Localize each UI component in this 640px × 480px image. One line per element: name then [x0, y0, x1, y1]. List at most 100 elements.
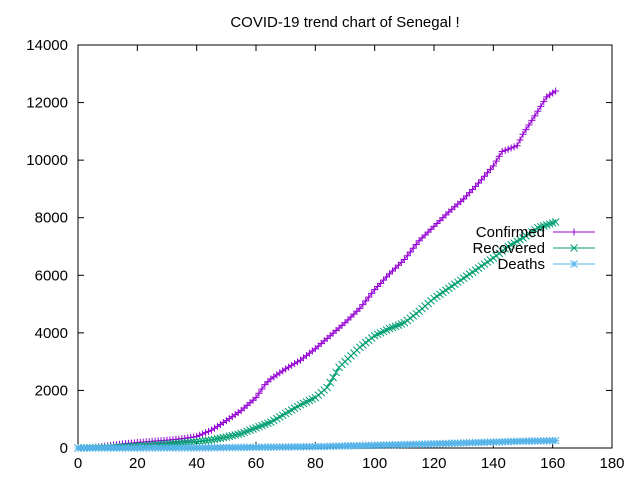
point-recovered: [542, 221, 551, 229]
point-confirmed: [501, 146, 509, 154]
point-recovered: [160, 440, 168, 449]
point-confirmed: [365, 293, 373, 301]
point-recovered: [539, 222, 548, 230]
point-recovered: [219, 433, 228, 442]
point-confirmed: [549, 89, 557, 97]
point-confirmed: [522, 126, 530, 134]
series-line-confirmed: [77, 90, 556, 449]
point-recovered: [231, 431, 240, 439]
point-confirmed: [412, 240, 420, 248]
y-tick-label: 0: [60, 440, 68, 457]
y-tick-label: 14000: [26, 37, 68, 54]
point-confirmed: [477, 176, 485, 184]
point-recovered: [332, 368, 340, 377]
point-confirmed: [350, 310, 358, 318]
point-confirmed: [463, 192, 471, 200]
point-confirmed: [516, 136, 524, 144]
plot-frame: 0 20 40 60 80 100 120 140 160 180 0 2000 4000 6000 800…: [26, 37, 624, 472]
series-deaths: [74, 436, 560, 452]
legend-label-recovered: Recovered: [472, 240, 545, 257]
point-confirmed: [359, 301, 367, 309]
point-confirmed: [531, 112, 539, 120]
point-recovered: [222, 433, 231, 441]
point-confirmed: [546, 91, 554, 99]
point-recovered: [225, 432, 234, 441]
point-confirmed: [540, 98, 548, 106]
point-confirmed: [219, 419, 227, 427]
point-recovered: [533, 223, 542, 232]
point-recovered: [213, 434, 222, 443]
point-confirmed: [489, 162, 497, 170]
point-confirmed: [534, 107, 542, 115]
point-recovered: [210, 435, 219, 444]
point-confirmed: [362, 297, 370, 305]
point-confirmed: [261, 381, 269, 389]
point-confirmed: [472, 182, 480, 190]
x-tick-label: 20: [129, 455, 146, 472]
point-confirmed: [513, 142, 521, 150]
chart-title: COVID-19 trend chart of Senegal !: [230, 14, 459, 31]
point-confirmed: [504, 145, 512, 153]
point-confirmed: [409, 244, 417, 252]
x-tick-label: 100: [362, 455, 387, 472]
point-confirmed: [341, 319, 349, 327]
point-confirmed: [291, 360, 299, 368]
x-tick-label: 120: [421, 455, 446, 472]
point-confirmed: [507, 144, 515, 152]
point-confirmed: [498, 148, 506, 156]
point-confirmed: [368, 289, 376, 297]
point-recovered: [323, 383, 332, 392]
y-tick-label: 10000: [26, 152, 68, 169]
legend-marker-deaths: [570, 260, 578, 268]
point-confirmed: [466, 189, 474, 197]
point-confirmed: [486, 165, 494, 173]
legend-label-confirmed: Confirmed: [476, 224, 545, 241]
y-tick-label: 2000: [35, 382, 68, 399]
point-confirmed: [294, 358, 302, 366]
point-recovered: [536, 222, 545, 231]
point-confirmed: [552, 87, 560, 95]
point-recovered: [545, 220, 554, 228]
point-confirmed: [406, 248, 414, 256]
point-confirmed: [394, 261, 402, 269]
point-confirmed: [415, 237, 423, 245]
legend-marker-confirmed: [570, 228, 578, 236]
point-confirmed: [258, 385, 266, 393]
point-confirmed: [216, 420, 224, 428]
point-recovered: [207, 436, 216, 444]
point-confirmed: [255, 389, 263, 397]
point-confirmed: [252, 394, 260, 402]
legend-label-deaths: Deaths: [497, 256, 545, 273]
point-confirmed: [543, 93, 551, 101]
point-recovered: [163, 440, 171, 448]
point-confirmed: [202, 429, 210, 437]
x-tick-label: 180: [599, 455, 624, 472]
point-confirmed: [418, 234, 426, 242]
y-tick-label: 6000: [35, 267, 68, 284]
y-tick-label: 8000: [35, 210, 68, 227]
x-tick-label: 0: [74, 455, 82, 472]
point-confirmed: [421, 231, 429, 239]
point-confirmed: [264, 378, 272, 386]
point-confirmed: [213, 422, 221, 430]
x-tick-label: 40: [188, 455, 205, 472]
point-confirmed: [424, 228, 432, 236]
point-confirmed: [380, 276, 388, 284]
point-confirmed: [475, 179, 482, 187]
point-confirmed: [205, 427, 213, 435]
point-confirmed: [537, 102, 545, 110]
point-recovered: [548, 219, 557, 227]
point-confirmed: [288, 361, 296, 369]
point-recovered: [234, 430, 243, 439]
point-confirmed: [510, 143, 518, 151]
point-recovered: [228, 431, 237, 440]
point-confirmed: [347, 313, 355, 321]
point-confirmed: [439, 214, 447, 222]
point-confirmed: [492, 157, 500, 165]
point-confirmed: [285, 363, 293, 371]
x-tick-label: 160: [540, 455, 565, 472]
point-recovered: [326, 378, 335, 387]
point-confirmed: [525, 121, 533, 129]
y-tick-label: 12000: [26, 95, 68, 112]
